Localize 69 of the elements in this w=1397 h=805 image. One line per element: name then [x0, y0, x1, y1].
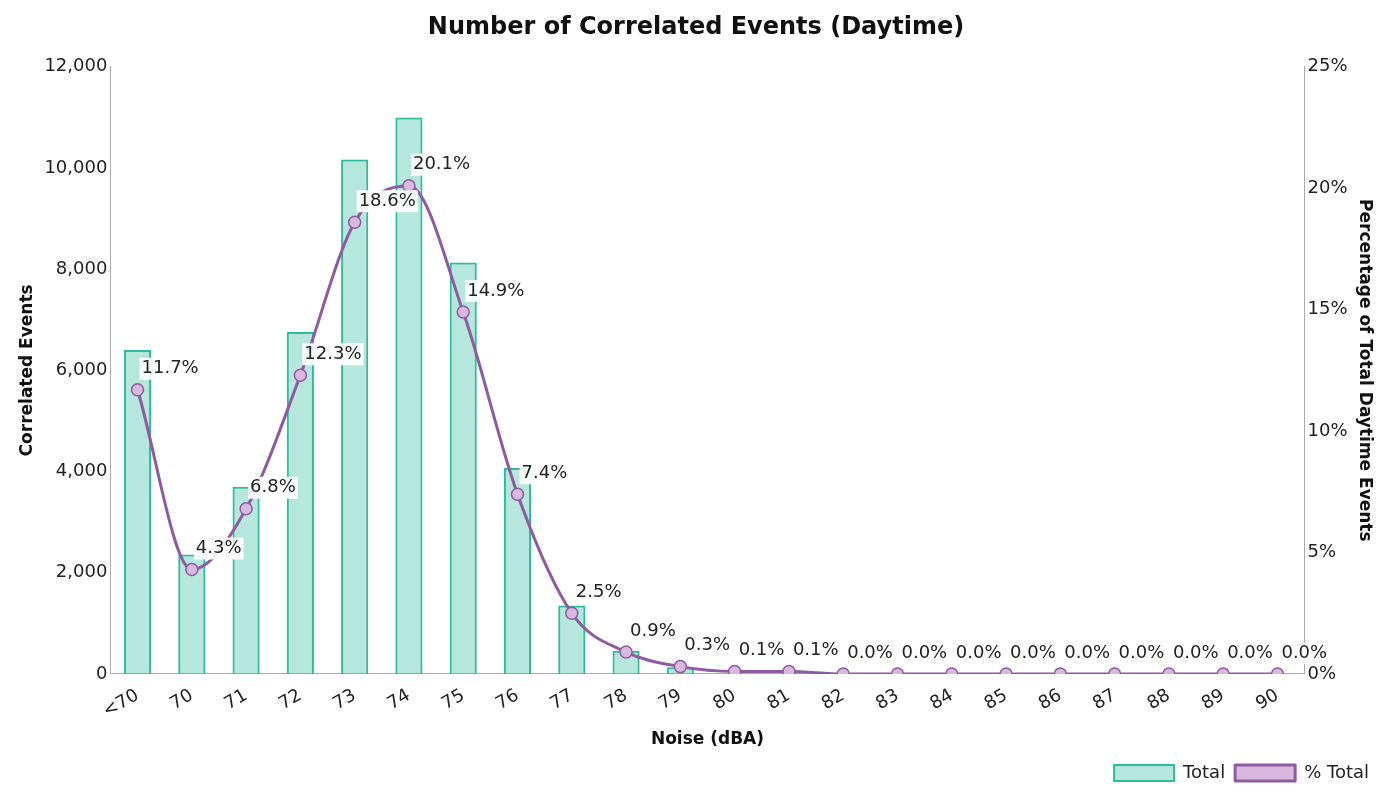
x-tick-label: 72 — [274, 683, 305, 714]
point — [510, 487, 525, 501]
point — [347, 215, 362, 229]
x-tick-label: 84 — [925, 683, 957, 714]
data-label: 11.7% — [141, 356, 199, 378]
y2-tick-label: 10% — [1307, 418, 1348, 440]
data-label: 0.1% — [792, 638, 839, 660]
y2-tick-label: 25% — [1307, 54, 1348, 76]
x-tick-label: 83 — [871, 683, 902, 714]
x-tick-label: 81 — [762, 683, 794, 714]
y-tick-label: 4,000 — [55, 459, 108, 481]
x-tick-label: 86 — [1034, 683, 1065, 714]
x-tick-label: 78 — [600, 683, 631, 714]
x-tick-label: 70 — [165, 683, 197, 714]
legend-label: % Total — [1304, 760, 1370, 782]
data-label: 0.0% — [1118, 640, 1165, 662]
y2-tick-label: 20% — [1307, 175, 1348, 197]
data-label: 2.5% — [575, 579, 622, 601]
data-label: 0.0% — [847, 640, 893, 662]
y2-axis-title: Percentage of Total Daytime Events — [1356, 199, 1377, 542]
y-axis-title: Correlated Events — [15, 284, 36, 457]
point — [456, 305, 470, 319]
y-tick-label: 10,000 — [44, 155, 108, 177]
data-label: 0.0% — [1010, 640, 1056, 662]
x-tick-label: 88 — [1142, 683, 1174, 714]
x-tick-label: 77 — [545, 683, 577, 714]
data-label: 14.9% — [467, 278, 525, 300]
data-label: 6.8% — [250, 475, 296, 497]
data-label: 0.0% — [1064, 640, 1111, 662]
data-label: 0.0% — [901, 640, 948, 662]
data-label: 12.3% — [304, 341, 362, 363]
data-label: 4.3% — [195, 536, 242, 558]
x-tick-label: 71 — [220, 683, 251, 714]
data-label: 7.4% — [521, 460, 568, 482]
data-label: 18.6% — [358, 188, 416, 210]
x-tick-label: 76 — [491, 683, 522, 714]
chart-title: Number of Correlated Events (Daytime) — [427, 11, 965, 40]
x-tick-label: 79 — [654, 683, 685, 714]
data-label: 0.0% — [955, 640, 1002, 662]
x-tick-label: 89 — [1197, 683, 1228, 714]
y2-tick-label: 5% — [1307, 540, 1337, 562]
y2-tick-label: 15% — [1307, 297, 1348, 319]
data-label: 0.1% — [738, 638, 785, 660]
y2-tick-label: 0% — [1307, 661, 1337, 683]
y-tick-label: 0 — [95, 661, 108, 683]
x-tick-label: 90 — [1251, 683, 1282, 714]
x-tick-label: 85 — [980, 683, 1011, 714]
point — [239, 502, 253, 516]
data-label: 0.0% — [1281, 640, 1328, 662]
x-axis-title: Noise (dBA) — [650, 728, 765, 749]
data-label: 0.0% — [1227, 640, 1273, 662]
x-tick-label: 74 — [382, 683, 414, 714]
y-tick-label: 8,000 — [55, 256, 108, 278]
x-tick-label: 87 — [1088, 683, 1119, 714]
y-tick-label: 12,000 — [44, 54, 108, 76]
y-tick-label: 2,000 — [55, 560, 108, 582]
data-label: 0.9% — [630, 618, 676, 640]
legend-label: Total — [1182, 760, 1226, 782]
data-label: 0.0% — [1172, 640, 1219, 662]
x-tick-label: 73 — [328, 683, 359, 714]
point — [130, 383, 145, 397]
data-label: 0.3% — [684, 633, 731, 655]
point — [293, 368, 308, 382]
x-tick-label: <70 — [98, 683, 142, 721]
x-tick-label: 80 — [708, 683, 739, 714]
y-tick-label: 6,000 — [55, 358, 108, 380]
data-label: 20.1% — [412, 152, 471, 174]
x-tick-label: 75 — [437, 683, 468, 714]
x-tick-label: 82 — [817, 683, 848, 714]
